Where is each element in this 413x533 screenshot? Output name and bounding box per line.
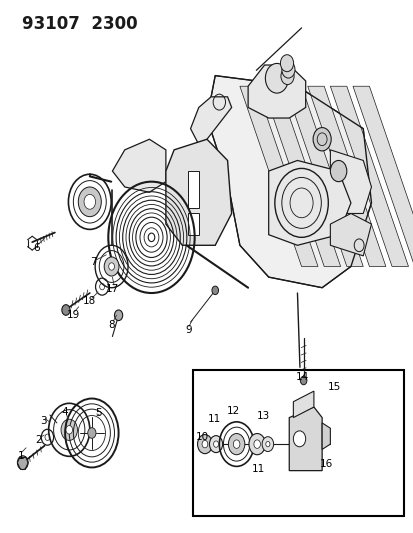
Circle shape [233, 440, 239, 448]
Text: 6: 6 [33, 243, 40, 253]
Circle shape [209, 435, 222, 453]
Text: 93107  2300: 93107 2300 [22, 14, 137, 33]
Bar [192, 370, 404, 516]
Text: 8: 8 [108, 320, 115, 330]
Polygon shape [330, 214, 370, 256]
Text: 4: 4 [62, 407, 68, 417]
Circle shape [228, 433, 244, 455]
Polygon shape [307, 86, 385, 266]
Text: 1: 1 [18, 451, 24, 461]
Circle shape [114, 310, 122, 320]
Text: 12: 12 [227, 406, 240, 416]
Circle shape [280, 68, 293, 85]
Circle shape [211, 286, 218, 295]
Circle shape [312, 127, 330, 151]
Polygon shape [330, 150, 370, 214]
Text: 17: 17 [106, 284, 119, 294]
Polygon shape [352, 86, 413, 266]
Text: 11: 11 [251, 464, 264, 474]
Text: 2: 2 [35, 435, 42, 446]
Text: 13: 13 [256, 411, 270, 421]
Circle shape [253, 440, 260, 448]
Polygon shape [285, 86, 362, 266]
Text: 16: 16 [319, 459, 332, 469]
Circle shape [88, 427, 96, 438]
Circle shape [62, 305, 70, 316]
Circle shape [261, 437, 273, 451]
Polygon shape [239, 86, 317, 266]
Polygon shape [247, 65, 305, 118]
Circle shape [78, 187, 101, 216]
Bar [188, 214, 198, 235]
Circle shape [197, 434, 212, 454]
Text: 5: 5 [95, 408, 102, 418]
Text: 15: 15 [327, 382, 340, 392]
Circle shape [84, 195, 95, 209]
Circle shape [293, 431, 305, 447]
Text: 10: 10 [195, 432, 208, 442]
Text: 18: 18 [83, 296, 96, 306]
Circle shape [330, 160, 346, 182]
Polygon shape [262, 86, 340, 266]
Polygon shape [190, 97, 231, 144]
Polygon shape [268, 160, 350, 245]
Text: 19: 19 [66, 310, 80, 320]
Polygon shape [321, 423, 330, 449]
Text: 9: 9 [185, 325, 191, 335]
Polygon shape [330, 86, 408, 266]
Circle shape [265, 441, 269, 447]
Circle shape [281, 61, 294, 78]
Circle shape [280, 55, 293, 71]
Circle shape [213, 441, 218, 447]
Polygon shape [112, 139, 166, 192]
Polygon shape [166, 139, 231, 245]
Text: 7: 7 [90, 257, 97, 267]
Polygon shape [289, 407, 321, 471]
Circle shape [265, 63, 288, 93]
Circle shape [66, 425, 72, 434]
Circle shape [104, 257, 119, 276]
Text: 11: 11 [207, 414, 220, 424]
Polygon shape [293, 391, 313, 418]
Circle shape [202, 440, 207, 448]
Circle shape [299, 376, 306, 385]
Circle shape [61, 419, 77, 440]
Text: 14: 14 [295, 372, 309, 382]
Circle shape [17, 456, 28, 470]
Bar [188, 171, 198, 208]
Text: 3: 3 [40, 416, 47, 426]
Circle shape [109, 263, 114, 270]
Polygon shape [206, 76, 370, 288]
Circle shape [248, 433, 265, 455]
